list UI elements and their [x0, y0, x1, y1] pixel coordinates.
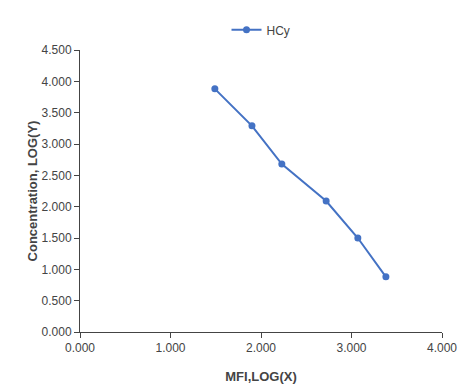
svg-text:0.000: 0.000 [65, 341, 95, 355]
svg-text:2.000: 2.000 [246, 341, 276, 355]
svg-text:3.000: 3.000 [336, 341, 366, 355]
svg-text:1.000: 1.000 [155, 341, 185, 355]
svg-text:3.500: 3.500 [42, 106, 72, 120]
svg-text:4.000: 4.000 [427, 341, 457, 355]
svg-text:Concentration, LOG(Y): Concentration, LOG(Y) [25, 121, 40, 262]
svg-text:0.500: 0.500 [42, 294, 72, 308]
svg-text:4.000: 4.000 [42, 75, 72, 89]
svg-text:MFI,LOG(X): MFI,LOG(X) [225, 369, 297, 384]
svg-text:3.000: 3.000 [42, 137, 72, 151]
svg-text:0.000: 0.000 [42, 325, 72, 339]
svg-text:2.500: 2.500 [42, 169, 72, 183]
svg-text:4.500: 4.500 [42, 43, 72, 57]
svg-text:1.000: 1.000 [42, 263, 72, 277]
svg-text:HCy: HCy [267, 24, 290, 38]
svg-text:1.500: 1.500 [42, 231, 72, 245]
svg-text:2.000: 2.000 [42, 200, 72, 214]
